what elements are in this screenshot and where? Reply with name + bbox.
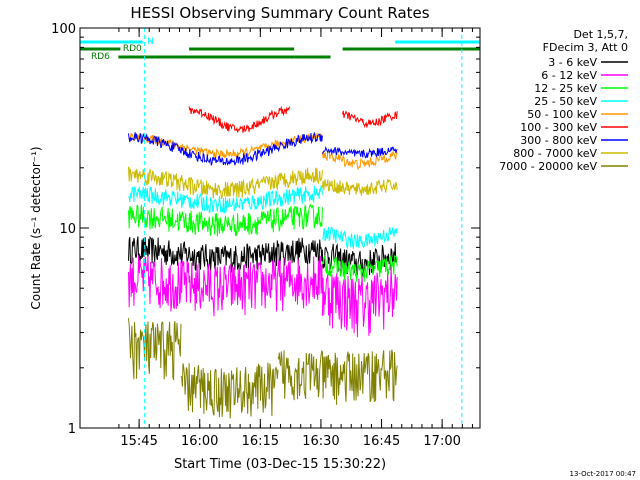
legend-entry-label: 12 - 25 keV: [534, 82, 597, 95]
x-tick-label: 16:00: [181, 434, 218, 449]
legend-header-line: FDecim 3, Att 0: [543, 41, 628, 54]
legend-entry-label: 300 - 800 keV: [520, 134, 597, 147]
series-line-2: [128, 255, 398, 338]
plot-area: N RD0 RD6 1 10 100 15:45 16:00 16:15 16:30 16:45 17…: [51, 22, 481, 449]
footer-timestamp: 13-Oct-2017 00:47: [570, 470, 636, 478]
legend-entry-label: 7000 - 20000 keV: [499, 160, 597, 173]
legend-header-line: Det 1,5,7,: [573, 28, 628, 41]
legend-entry-label: 6 - 12 keV: [541, 69, 597, 82]
x-tick-label: 16:15: [242, 434, 279, 449]
series-line-7: [128, 131, 398, 166]
series-line-9: [128, 318, 398, 419]
flag-label-n: N: [147, 37, 154, 47]
series-line-8: [128, 166, 398, 200]
legend-entry-label: 3 - 6 keV: [548, 56, 597, 69]
y-tick-label: 1: [68, 422, 76, 437]
series-line-4: [128, 185, 398, 250]
series-line-5: [128, 132, 398, 171]
x-axis-label: Start Time (03-Dec-15 15:30:22): [174, 457, 386, 472]
legend-entry-label: 50 - 100 keV: [527, 108, 597, 121]
x-tick-label: 16:45: [363, 434, 400, 449]
y-tick-label: 100: [51, 22, 76, 37]
flag-label-rd6: RD6: [91, 52, 110, 62]
series-group: [128, 105, 398, 419]
series-line-3: [128, 203, 398, 283]
legend-entry-label: 100 - 300 keV: [520, 121, 597, 134]
x-tick-label: 15:45: [120, 434, 157, 449]
chart-title: HESSI Observing Summary Count Rates: [130, 4, 429, 22]
x-tick-label: 17:00: [423, 434, 460, 449]
x-tick-label: 16:30: [302, 434, 339, 449]
flag-label-rd0: RD0: [123, 44, 142, 54]
series-line-6: [188, 105, 398, 133]
legend-entry-label: 800 - 7000 keV: [513, 147, 597, 160]
legend-entry-label: 25 - 50 keV: [534, 95, 597, 108]
y-tick-label: 10: [59, 222, 76, 237]
y-axis-label: Count Rate (s⁻¹ detector⁻¹): [29, 146, 43, 309]
